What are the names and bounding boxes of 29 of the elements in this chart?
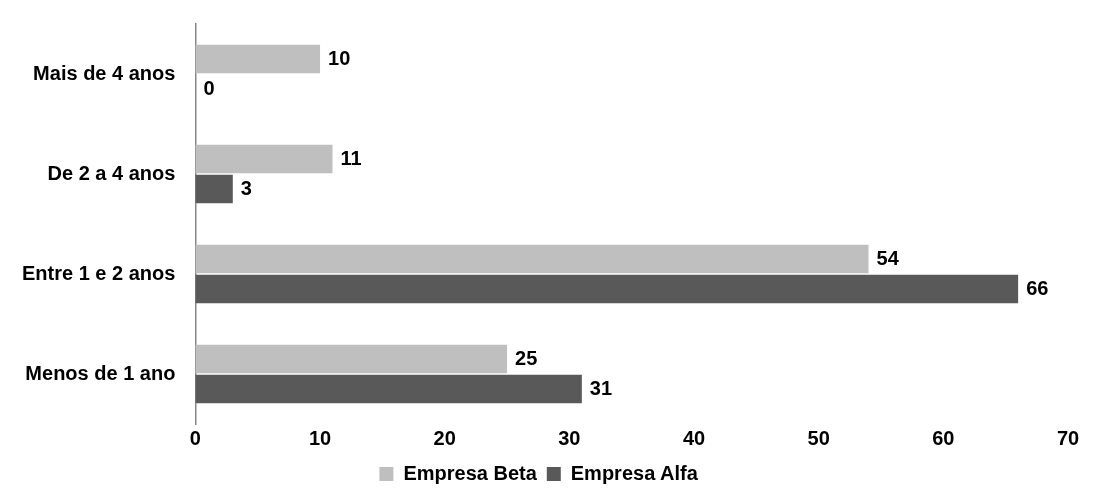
bar bbox=[195, 274, 1019, 304]
data-label: 31 bbox=[589, 376, 613, 399]
x-tick-label: 70 bbox=[1056, 426, 1080, 449]
x-tick-label: 20 bbox=[433, 426, 456, 449]
legend-label: Empresa Alfa bbox=[570, 461, 699, 484]
data-label: 66 bbox=[1026, 276, 1049, 299]
bar bbox=[195, 244, 869, 274]
bar bbox=[195, 344, 508, 374]
y-tick-label: De 2 a 4 anos bbox=[47, 161, 176, 184]
y-tick-label: Mais de 4 anos bbox=[33, 61, 176, 84]
bar bbox=[195, 174, 233, 204]
x-tick-label: 10 bbox=[308, 426, 332, 449]
data-label: 25 bbox=[515, 346, 538, 369]
y-tick-label: Entre 1 e 2 anos bbox=[21, 261, 176, 284]
data-label: 54 bbox=[876, 246, 900, 269]
legend-label: Empresa Beta bbox=[403, 461, 538, 484]
x-tick-label: 0 bbox=[189, 426, 201, 449]
data-label: 11 bbox=[340, 146, 362, 169]
x-tick-label: 30 bbox=[558, 426, 581, 449]
x-tick-label: 50 bbox=[807, 426, 830, 449]
x-tick-label: 60 bbox=[932, 426, 955, 449]
data-label: 10 bbox=[328, 46, 351, 69]
data-label: 3 bbox=[240, 176, 252, 199]
bar bbox=[195, 144, 333, 174]
y-tick-label: Menos de 1 ano bbox=[25, 361, 176, 384]
bar bbox=[195, 374, 582, 404]
data-label: 0 bbox=[203, 76, 215, 99]
x-tick-label: 40 bbox=[682, 426, 706, 449]
bar bbox=[195, 44, 321, 74]
